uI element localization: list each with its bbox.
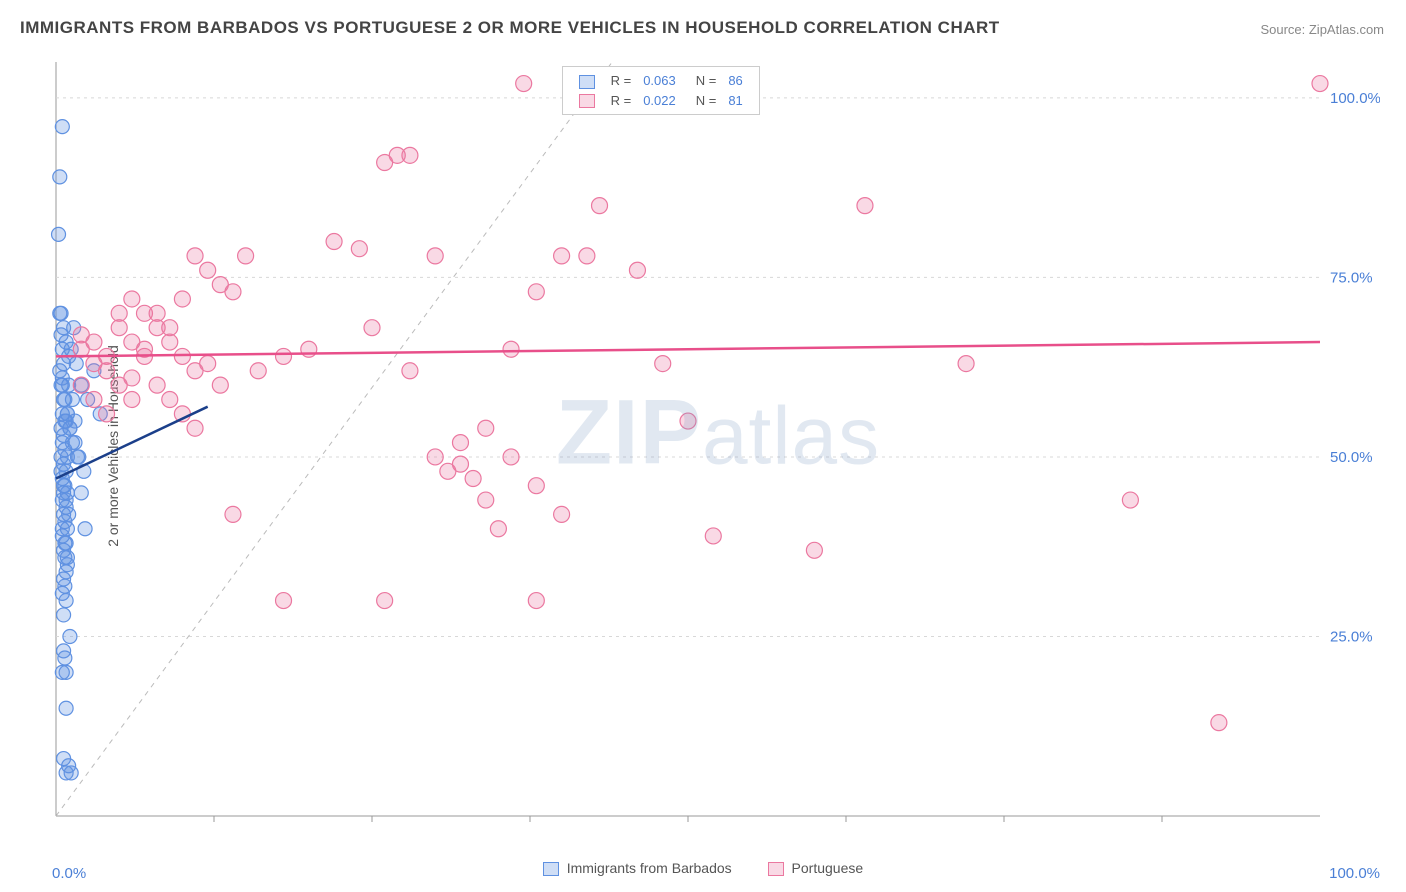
source-label: Source: ZipAtlas.com (1260, 22, 1384, 37)
svg-text:100.0%: 100.0% (1330, 90, 1380, 107)
svg-text:25.0%: 25.0% (1330, 628, 1373, 645)
plot-area: 25.0%50.0%75.0%100.0% ZIPatlas R =0.063N… (50, 56, 1386, 842)
chart-title: IMMIGRANTS FROM BARBADOS VS PORTUGUESE 2… (20, 18, 1000, 38)
scatter-chart-svg: 25.0% 50.0% 75.0% 100.0% (50, 56, 1380, 836)
svg-text:75.0%: 75.0% (1330, 269, 1373, 286)
bottom-legend: Immigrants from Barbados Portuguese (0, 860, 1406, 876)
svg-text:50.0%: 50.0% (1330, 449, 1373, 466)
stats-legend-box: R =0.063N =86R =0.022N =81 (562, 66, 760, 115)
